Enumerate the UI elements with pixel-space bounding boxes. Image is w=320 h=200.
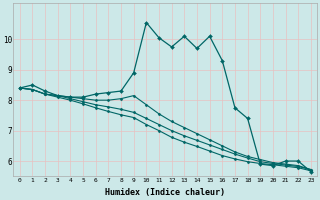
X-axis label: Humidex (Indice chaleur): Humidex (Indice chaleur)	[105, 188, 225, 197]
